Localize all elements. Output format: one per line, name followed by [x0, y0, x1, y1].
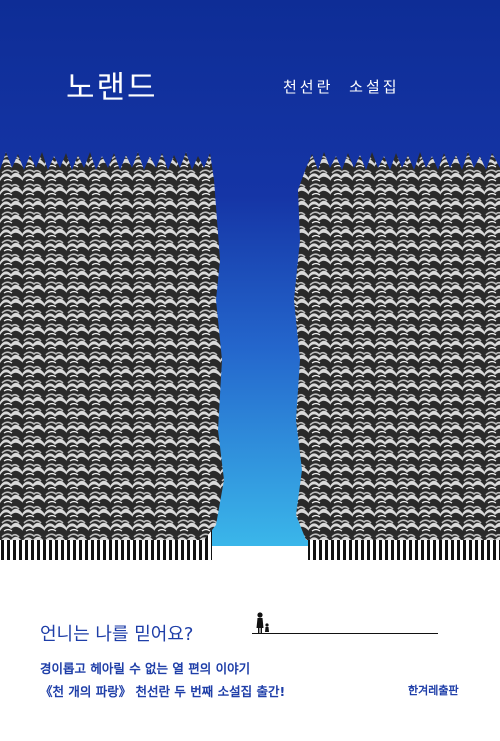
- cover-illustration: [0, 0, 500, 560]
- author-line: 천선란 소설집: [283, 78, 400, 96]
- blurb-line-1: 경이롭고 헤아릴 수 없는 열 편의 이야기: [40, 661, 251, 676]
- publisher-name: 한겨레출판: [408, 684, 459, 697]
- standing-figure-illustration: [252, 612, 438, 634]
- left-forest: [0, 152, 224, 560]
- right-forest: [294, 152, 500, 560]
- bottom-panel: [0, 560, 500, 741]
- blurb-line-2: 《천 개의 파랑》 천선란 두 번째 소설집 출간!: [40, 684, 286, 699]
- tagline: 언니는 나를 믿어요?: [40, 624, 194, 645]
- book-title: 노랜드: [66, 70, 158, 106]
